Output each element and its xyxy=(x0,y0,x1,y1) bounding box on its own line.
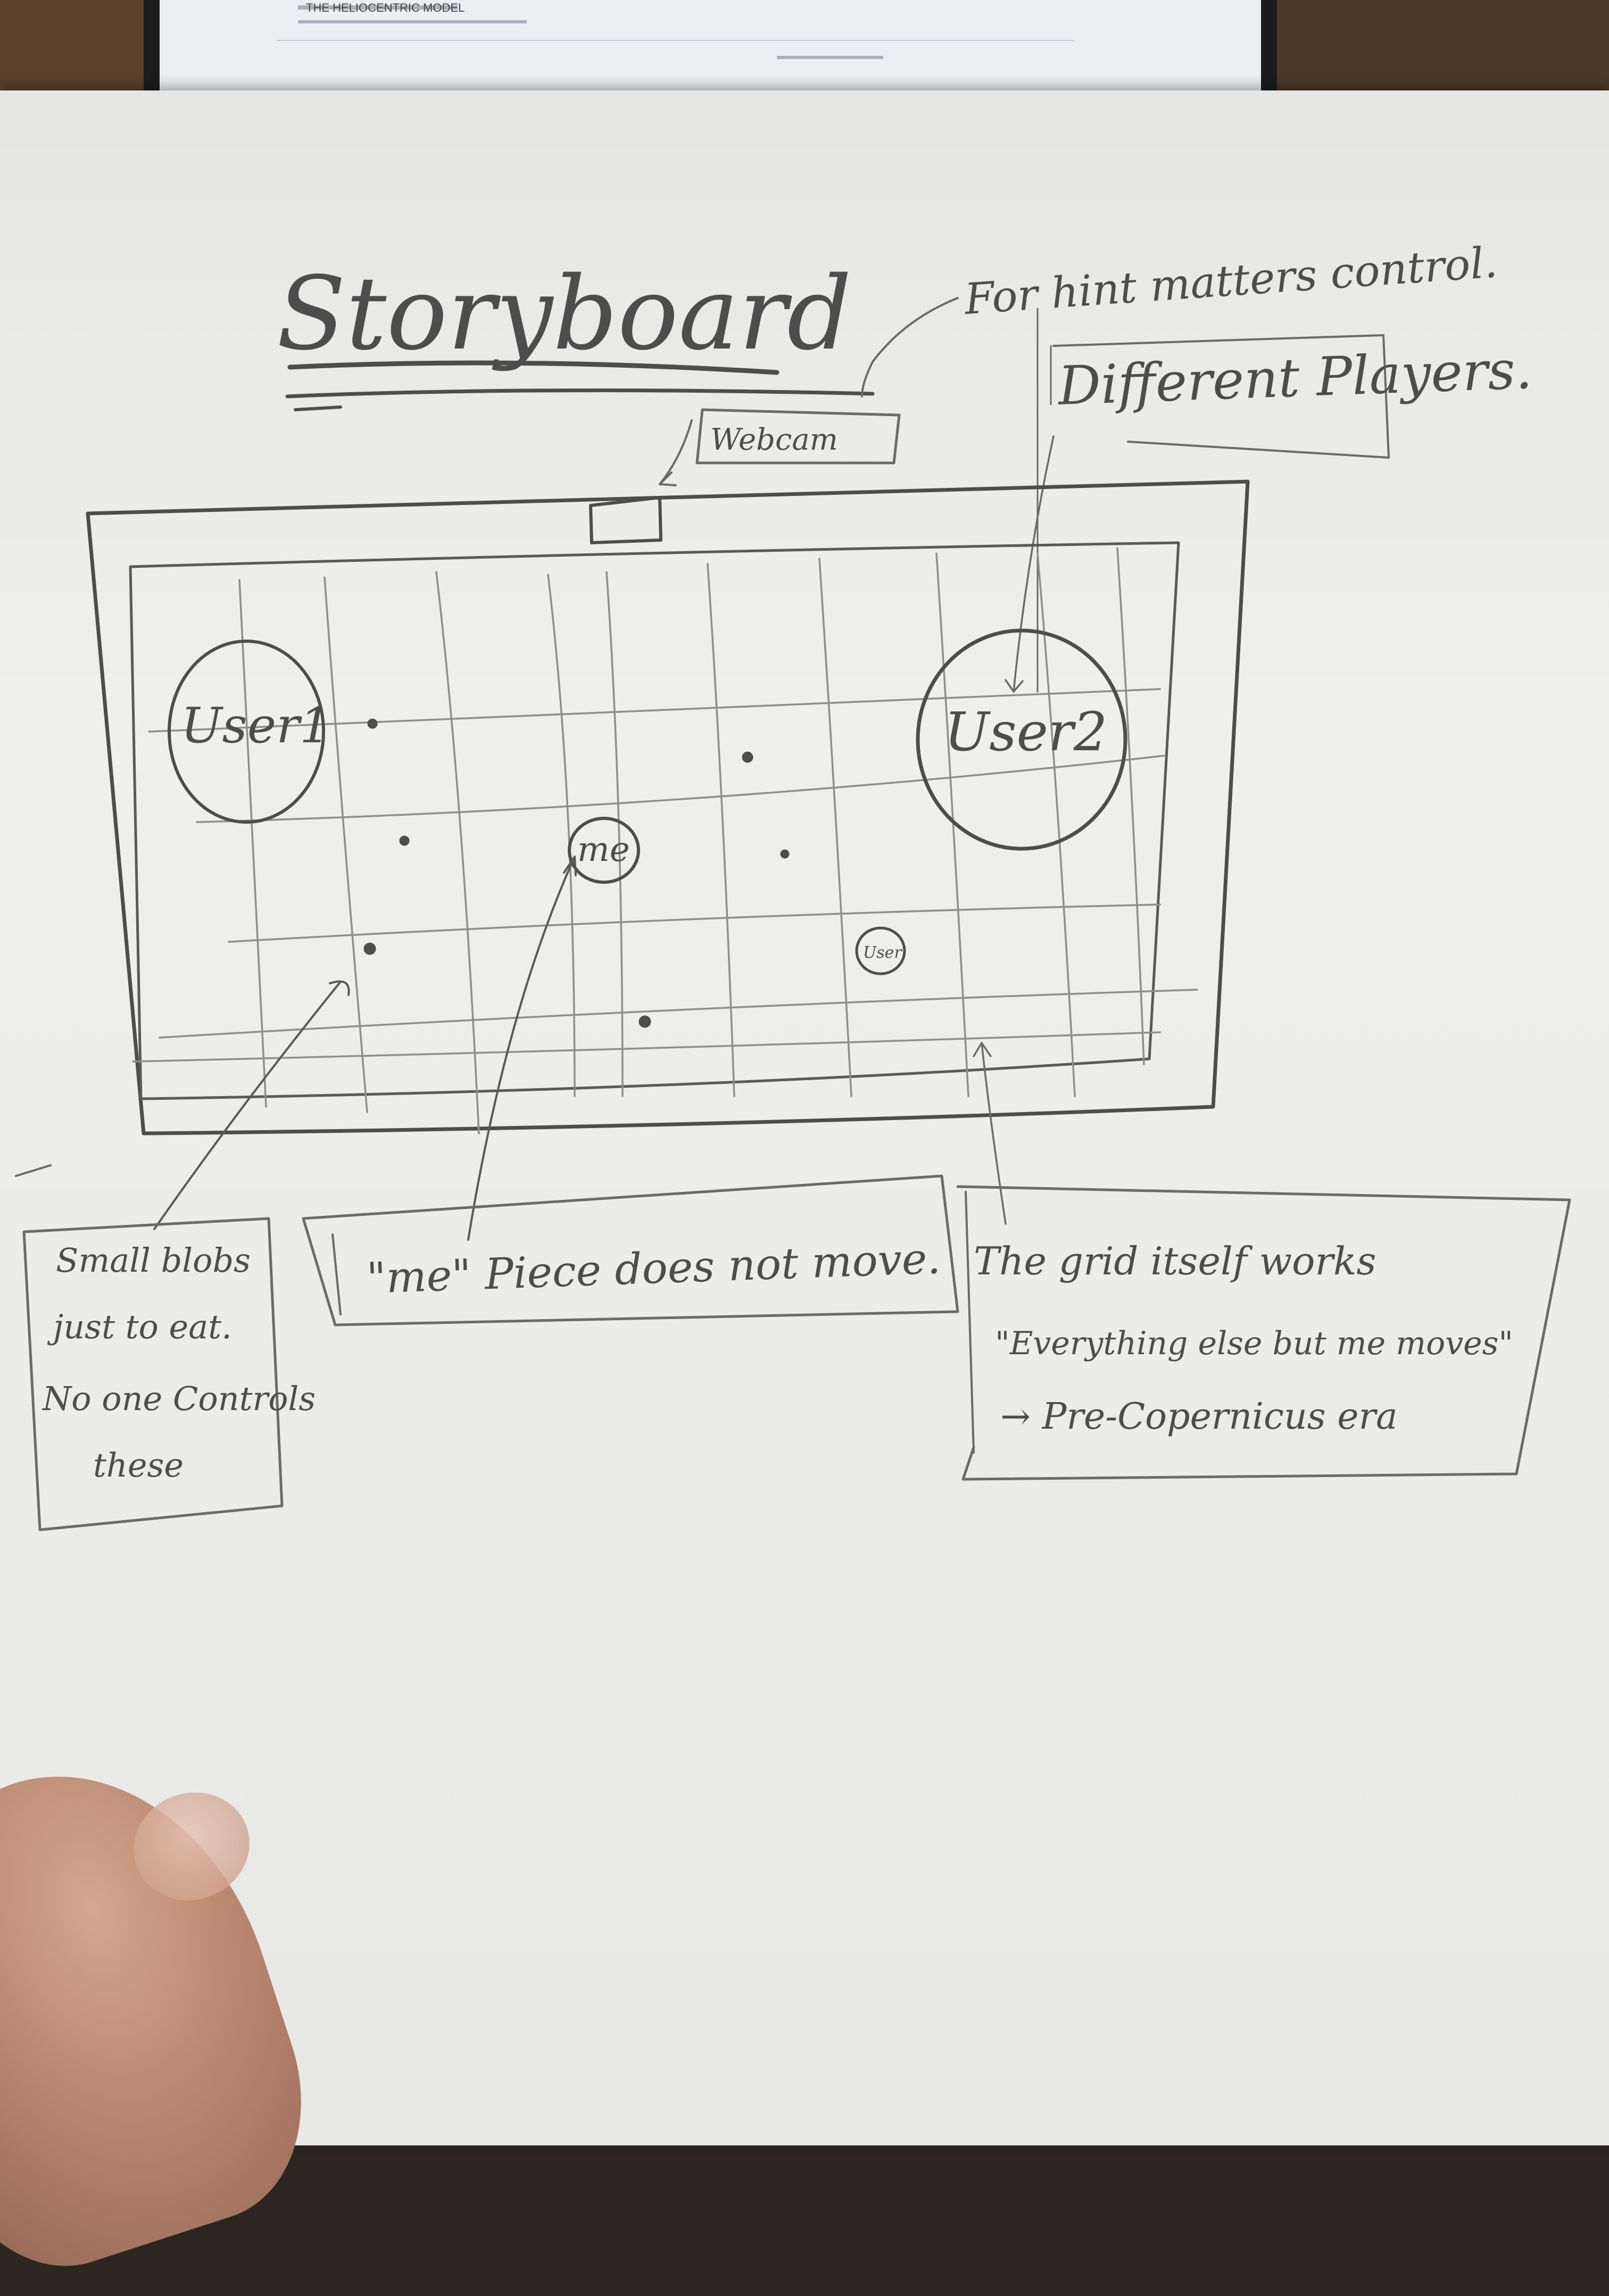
grid-note-box xyxy=(956,1185,1571,1481)
storyboard-title: Storyboard xyxy=(277,255,852,372)
blobs-note-line-4: these xyxy=(93,1446,184,1485)
blobs-note-line-1: Small blobs xyxy=(56,1241,251,1280)
grid-note-line-2: "Everything else but me moves" xyxy=(995,1325,1513,1362)
storyboard-sketch: Storyboard For hint matters control. Dif… xyxy=(15,1,1571,1531)
user1-piece xyxy=(168,640,325,824)
multi-control-note: For hint matters control. xyxy=(962,237,1499,324)
screen-text-line xyxy=(298,5,458,10)
blobs-note-line-3: No one Controls xyxy=(42,1379,316,1418)
me-piece xyxy=(568,817,640,884)
blobs-note-line-2: just to eat. xyxy=(47,1307,232,1346)
game-grid xyxy=(132,547,1198,1134)
screen-text-line xyxy=(298,20,527,23)
title-underline xyxy=(287,360,779,375)
different-players-note: Different Players. xyxy=(1056,338,1533,417)
players-note-box xyxy=(1052,334,1390,459)
me-piece-note: "me" Piece does not move. xyxy=(366,1233,941,1303)
screen-text-line xyxy=(777,56,883,59)
screen-divider xyxy=(277,40,1075,41)
small-user-label: User xyxy=(863,943,902,962)
screen-inner-frame xyxy=(129,541,1180,1100)
user2-piece xyxy=(916,628,1127,851)
food-blobs xyxy=(363,718,790,1028)
me-label: me xyxy=(577,830,630,869)
me-piece-note-box xyxy=(302,1174,959,1327)
monitor-text: THE HELIOCENTRIC MODEL xyxy=(306,1,465,14)
monitor-screen xyxy=(160,0,1261,106)
blobs-note-box xyxy=(22,1217,284,1531)
webcam-box xyxy=(589,496,662,544)
title-underline-2 xyxy=(285,388,875,399)
webcam-note-box xyxy=(695,408,901,465)
user2-label: User2 xyxy=(944,701,1107,763)
webcam-label: Webcam xyxy=(710,422,838,457)
small-user-piece xyxy=(855,926,906,975)
user1-label: User1 xyxy=(181,697,331,754)
grid-note-line-3: → Pre-Copernicus era xyxy=(1000,1396,1398,1438)
grid-note-line-1: The grid itself works xyxy=(974,1239,1376,1283)
